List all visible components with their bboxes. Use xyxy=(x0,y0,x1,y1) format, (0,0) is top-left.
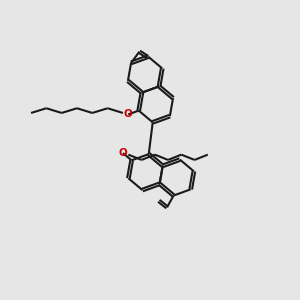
Text: O: O xyxy=(124,110,133,119)
Text: O: O xyxy=(119,148,128,158)
